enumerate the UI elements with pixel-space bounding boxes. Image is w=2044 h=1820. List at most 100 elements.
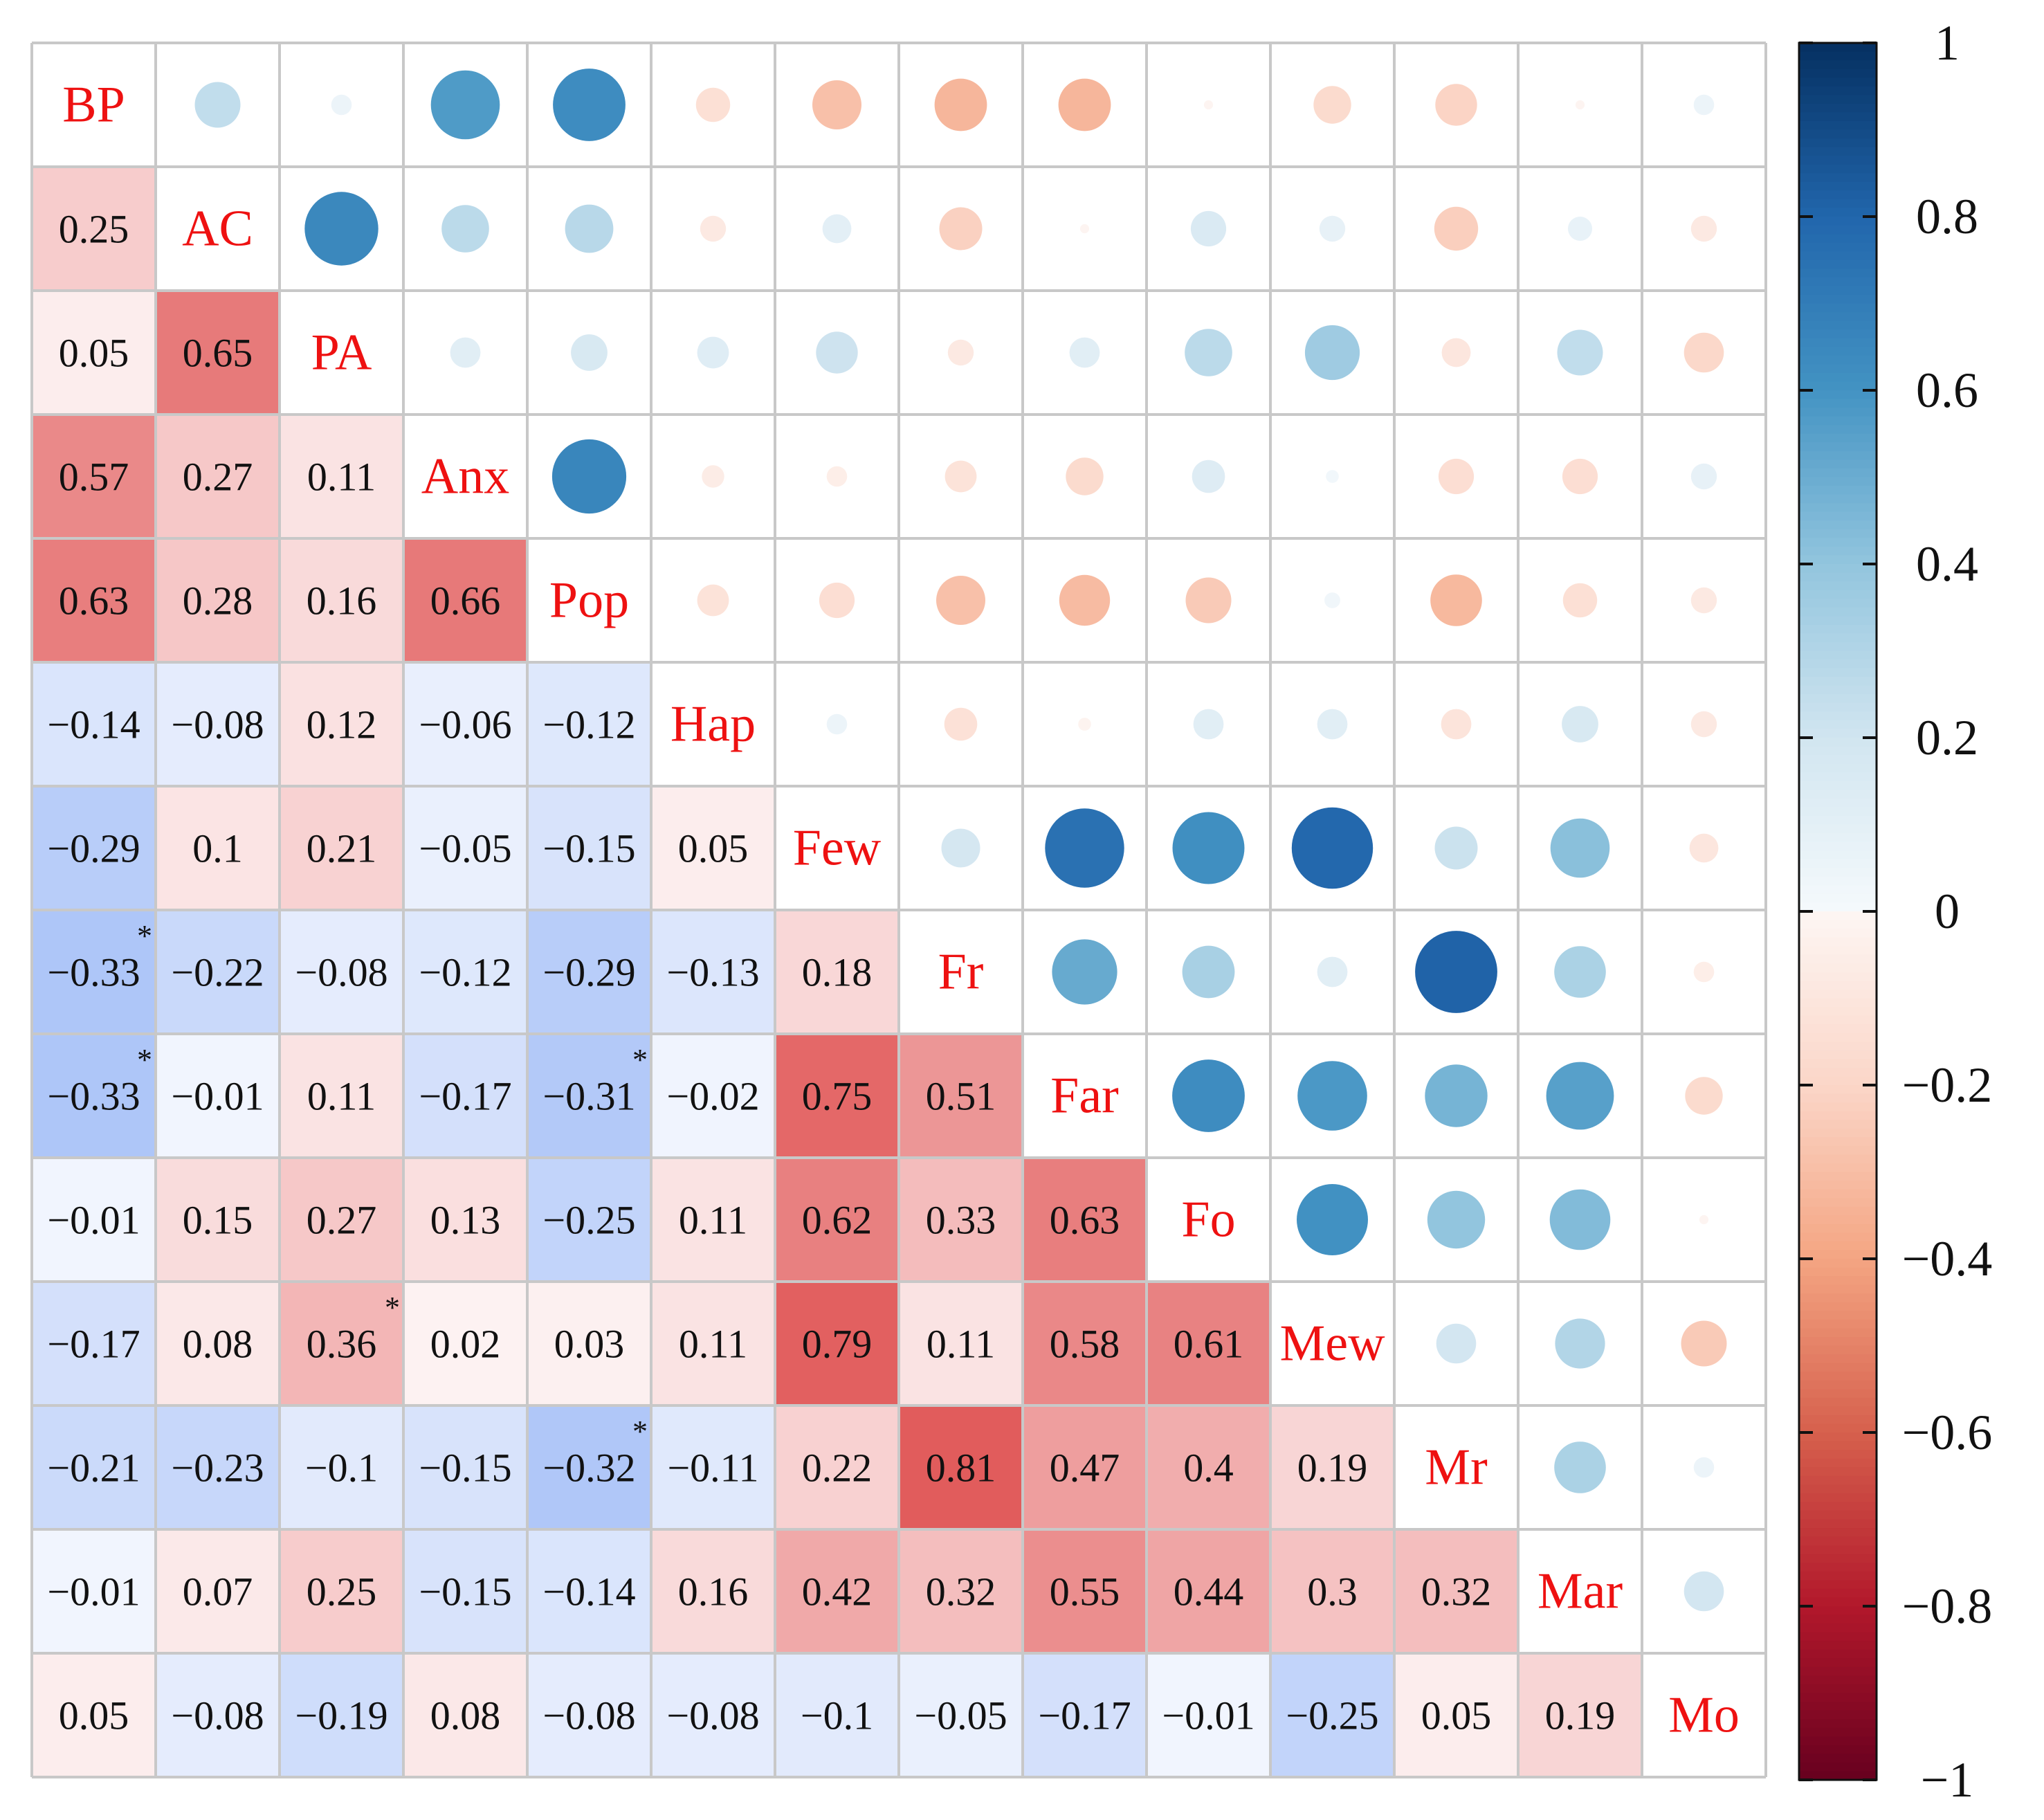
colorbar-tick-label: 0.8: [1916, 189, 1978, 244]
cell-value: 0.75: [802, 1074, 873, 1119]
colorbar-segment: [1799, 1649, 1877, 1659]
colorbar-segment: [1799, 1319, 1877, 1329]
cell-bg: [1270, 1653, 1394, 1777]
correlation-circle: [450, 337, 481, 368]
colorbar-segment: [1799, 1597, 1877, 1607]
cell-bg: [156, 910, 280, 1034]
colorbar-segment: [1799, 1493, 1877, 1503]
colorbar-segment: [1799, 711, 1877, 721]
correlation-circle: [947, 339, 974, 366]
colorbar-segment: [1799, 1024, 1877, 1034]
cell-value: 0.44: [1174, 1569, 1244, 1614]
colorbar-segment: [1799, 529, 1877, 539]
correlation-circle: [1693, 1457, 1715, 1478]
cell-value: 0.62: [802, 1198, 873, 1243]
colorbar-segment: [1799, 433, 1877, 444]
cell-value: 0.4: [1183, 1446, 1234, 1491]
colorbar-segment: [1799, 1241, 1877, 1251]
colorbar-segment: [1799, 893, 1877, 904]
colorbar-segment: [1799, 981, 1877, 990]
colorbar-segment: [1799, 1154, 1877, 1164]
correlation-circle: [1562, 706, 1598, 743]
colorbar-segment: [1799, 86, 1877, 96]
correlation-circle: [1689, 833, 1719, 863]
colorbar-segment: [1799, 1372, 1877, 1381]
cell-bg: [156, 1529, 280, 1653]
colorbar-segment: [1799, 1336, 1877, 1347]
cell-bg: [527, 662, 651, 786]
cell-value: −0.02: [666, 1074, 759, 1119]
cell-bg: [1394, 1653, 1518, 1777]
colorbar-segment: [1799, 677, 1877, 686]
colorbar-segment: [1799, 1093, 1877, 1103]
correlation-circle: [1554, 946, 1606, 998]
cell-value: 0.15: [183, 1198, 253, 1243]
cell-value: −0.08: [171, 702, 264, 747]
colorbar-segment: [1799, 1397, 1877, 1408]
cell-bg: [1023, 1158, 1147, 1282]
cell-value: −0.13: [666, 950, 759, 995]
colorbar-segment: [1799, 1267, 1877, 1277]
colorbar-segment: [1799, 1623, 1877, 1633]
colorbar-segment: [1799, 1588, 1877, 1599]
colorbar-segment: [1799, 503, 1877, 513]
correlation-circle: [1058, 78, 1111, 131]
colorbar-segment: [1799, 303, 1877, 313]
cell-bg: [1394, 1529, 1518, 1653]
correlation-circle: [1693, 94, 1715, 116]
correlation-circle: [1313, 86, 1351, 124]
colorbar-segment: [1799, 729, 1877, 738]
cell-bg: [403, 1034, 527, 1158]
cell-bg: [527, 1653, 651, 1777]
cell-value: −0.14: [542, 1569, 635, 1614]
cell-value: 0.32: [1421, 1569, 1492, 1614]
colorbar-segment: [1799, 1693, 1877, 1702]
colorbar-segment: [1799, 1563, 1877, 1572]
colorbar-segment: [1799, 772, 1877, 782]
correlation-circle: [695, 87, 731, 122]
cell-bg: [775, 1034, 899, 1158]
correlation-circle: [551, 439, 627, 514]
colorbar-segment: [1799, 164, 1877, 174]
cell-bg: [1147, 1282, 1270, 1405]
cell-bg: [527, 1529, 651, 1653]
correlation-circle: [1568, 217, 1592, 241]
cell-bg: [403, 1405, 527, 1529]
colorbar-segment: [1799, 937, 1877, 947]
cell-value: −0.05: [914, 1693, 1007, 1738]
colorbar-segment: [1799, 694, 1877, 704]
cell-value: −0.01: [1162, 1693, 1254, 1738]
correlation-circle: [1078, 718, 1091, 731]
colorbar-segment: [1799, 1206, 1877, 1217]
cell-value: 0.16: [307, 579, 377, 624]
correlation-circle: [936, 576, 985, 625]
correlation-circle: [1324, 592, 1340, 608]
correlation-circle: [1317, 709, 1348, 740]
cell-value: −0.15: [419, 1569, 511, 1614]
colorbar-tick-label: 1: [1935, 15, 1960, 71]
cell-value: 0.42: [802, 1569, 873, 1614]
colorbar-segment: [1799, 1519, 1877, 1529]
colorbar-segment: [1799, 1345, 1877, 1355]
colorbar-segment: [1799, 1380, 1877, 1390]
cell-bg: [775, 1405, 899, 1529]
colorbar-segment: [1799, 1727, 1877, 1738]
cell-bg: [280, 1405, 403, 1529]
colorbar-segment: [1799, 459, 1877, 469]
correlation-circle: [1185, 329, 1232, 376]
colorbar-segment: [1799, 1414, 1877, 1425]
cell-bg: [651, 1158, 775, 1282]
cell-bg: [156, 291, 280, 415]
colorbar-segment: [1799, 902, 1877, 912]
colorbar-tick-label: 0.6: [1916, 363, 1978, 418]
colorbar-segment: [1799, 850, 1877, 860]
cell-bg: [899, 1405, 1023, 1529]
matrix-grid: [30, 42, 1767, 1778]
diagonal-label-anx: Anx: [421, 448, 509, 505]
colorbar-segment: [1799, 624, 1877, 635]
colorbar-segment: [1799, 1502, 1877, 1511]
correlation-circle: [1562, 583, 1598, 618]
cell-bg: [403, 662, 527, 786]
colorbar-segment: [1799, 1076, 1877, 1086]
colorbar-segment: [1799, 1137, 1877, 1147]
